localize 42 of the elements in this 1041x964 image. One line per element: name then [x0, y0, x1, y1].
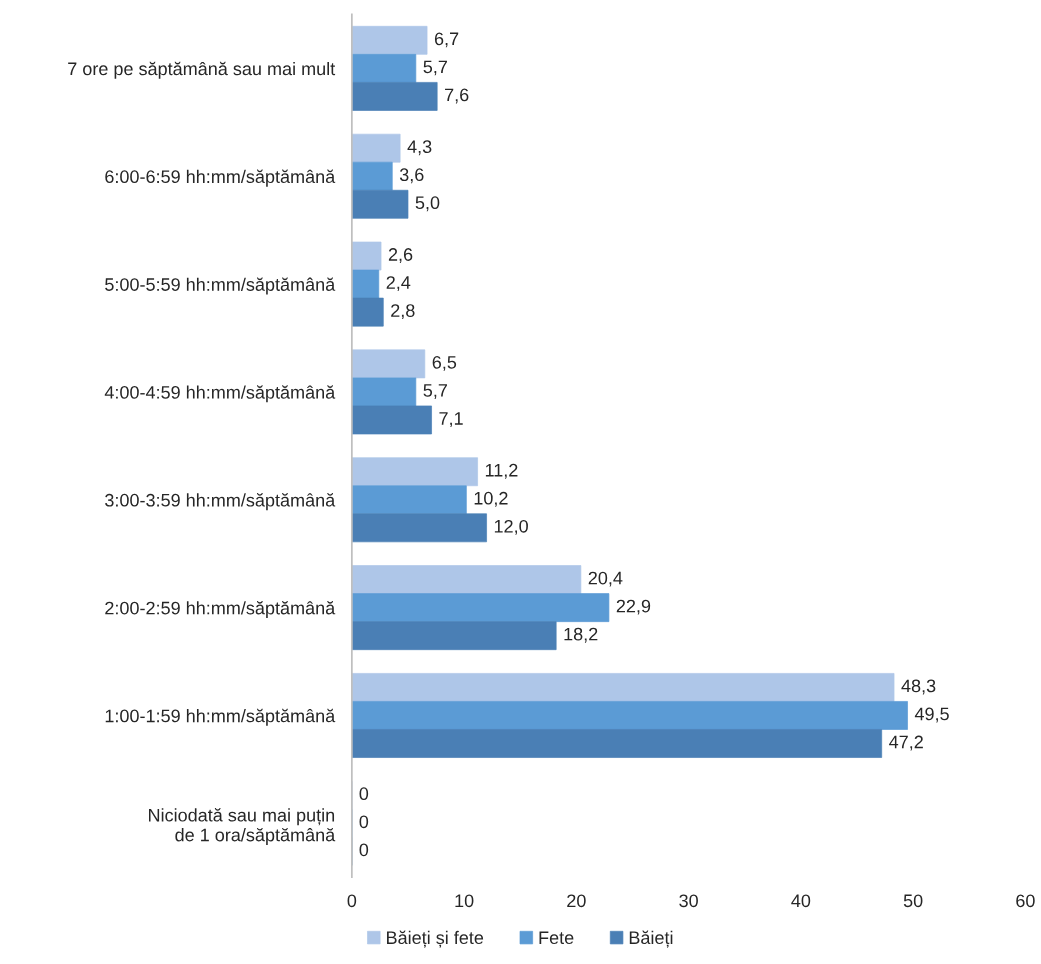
x-tick-label: 0: [347, 894, 357, 908]
y-tick-label: 1:00-1:59 hh:mm/săptămână: [105, 708, 336, 726]
legend-label: Băieți: [629, 930, 673, 948]
x-tick-label: 20: [567, 894, 586, 908]
data-label: 7,6: [445, 88, 469, 104]
data-label: 0: [359, 815, 369, 829]
y-tick-label: 4:00-4:59 hh:mm/săptămână: [104, 385, 336, 403]
data-label: 11,2: [485, 463, 518, 479]
data-label: 4,3: [407, 140, 432, 156]
data-label: 2,4: [386, 276, 411, 292]
data-label: 2,8: [391, 304, 415, 320]
data-label: 5,7: [423, 60, 447, 76]
data-label: 12,0: [494, 519, 528, 535]
y-tick-label: 7 ore pe săptămână sau mai mult: [68, 61, 336, 79]
data-label: 5,0: [415, 196, 440, 212]
data-label: 0: [359, 843, 369, 857]
data-label: 7,1: [439, 412, 463, 427]
x-tick-label: 30: [679, 894, 698, 908]
x-tick-label: 10: [455, 894, 474, 908]
legend-label: Băieți și fete: [387, 930, 484, 948]
data-label: 20,4: [588, 571, 623, 587]
data-label: 3,6: [399, 168, 424, 184]
legend-label: Fete: [539, 931, 574, 945]
data-label: 49,5: [914, 707, 949, 723]
x-tick-label: 40: [791, 894, 811, 908]
x-tick-label: 50: [903, 894, 923, 908]
x-tick-label: 60: [1016, 894, 1035, 908]
data-label: 18,2: [564, 627, 598, 643]
data-label: 47,2: [889, 735, 923, 751]
y-tick-label: Niciodată sau mai puțin de 1 ora/săptămână: [149, 808, 336, 845]
data-label: 2,6: [388, 248, 413, 264]
data-label: 48,3: [901, 679, 936, 695]
y-tick-label: 6:00-6:59 hh:mm/săptămână: [105, 169, 336, 187]
data-label: 6,7: [434, 32, 459, 48]
data-label: 5,7: [423, 384, 447, 399]
data-label: 22,9: [616, 599, 651, 615]
y-tick-label: 2:00-2:59 hh:mm/săptămână: [105, 600, 336, 619]
y-tick-label: 3:00-3:59 hh:mm/săptămână: [105, 493, 336, 511]
y-tick-label: 5:00-5:59 hh:mm/săptămână: [105, 277, 336, 295]
data-label: 6,5: [432, 355, 457, 371]
data-label: 0: [359, 787, 369, 801]
data-label: 10,2: [474, 491, 508, 507]
